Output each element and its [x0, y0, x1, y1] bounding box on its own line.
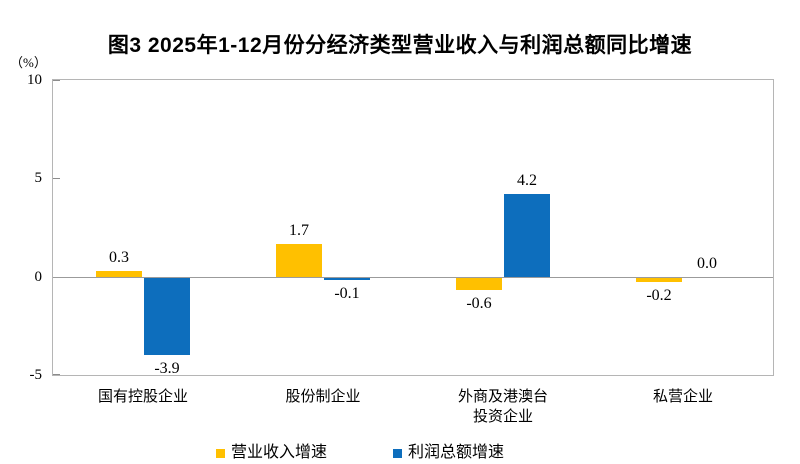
bar-value-label: -3.9: [154, 360, 180, 377]
y-axis-tick-label: 0: [34, 268, 43, 285]
bar-value-label: 0.0: [697, 255, 717, 272]
bar-value-label: -0.6: [466, 295, 492, 312]
bar-营业收入增速-外商及港澳台: [456, 278, 502, 290]
y-axis-tick-label: 10: [27, 72, 42, 88]
bar-营业收入增速-股份制企业: [276, 244, 322, 277]
bar-利润总额增速-国有控股企业: [144, 278, 190, 355]
bar-利润总额增速-股份制企业: [324, 278, 370, 280]
zero-axis-line: [53, 277, 773, 278]
y-axis-tick-mark: [53, 374, 60, 375]
bar-营业收入增速-国有控股企业: [96, 271, 142, 277]
y-axis-tick-label: 5: [34, 170, 43, 187]
y-axis-unit-label: （%）: [10, 55, 47, 70]
legend: 营业收入增速 利润总额增速: [0, 444, 800, 462]
x-axis-category-label: 外商及港澳台 投资企业: [457, 389, 548, 425]
y-axis-tick-mark: [53, 178, 60, 179]
legend-label: 利润总额增速: [408, 444, 505, 461]
chart-title: 图3 2025年1-12月份分经济类型营业收入与利润总额同比增速: [107, 34, 693, 57]
bar-营业收入增速-私营企业: [636, 278, 682, 282]
x-axis-category-label: 股份制企业: [285, 389, 361, 405]
y-axis-tick-label: -5: [29, 367, 43, 383]
legend-label: 营业收入增速: [230, 444, 327, 461]
legend-item-营业收入增速: 营业收入增速: [215, 444, 327, 462]
bar-value-label: -0.2: [646, 287, 672, 304]
bar-value-label: 0.3: [109, 249, 129, 266]
legend-swatch-icon: [215, 448, 225, 458]
y-axis-tick-mark: [53, 80, 60, 81]
x-axis-category-label: 私营企业: [652, 389, 713, 405]
legend-item-利润总额增速: 利润总额增速: [393, 444, 504, 462]
bar-value-label: 1.7: [289, 222, 309, 239]
plot-area: 0.3 1.7 -0.6 -0.2 -3.9 -0.1 4.2 0.0: [52, 79, 774, 377]
x-axis-category-label: 国有控股企业: [97, 389, 188, 405]
bar-value-label: 4.2: [517, 172, 537, 189]
legend-swatch-icon: [393, 448, 402, 458]
bar-value-label: -0.1: [334, 285, 360, 302]
bar-利润总额增速-外商及港澳台: [504, 194, 550, 277]
